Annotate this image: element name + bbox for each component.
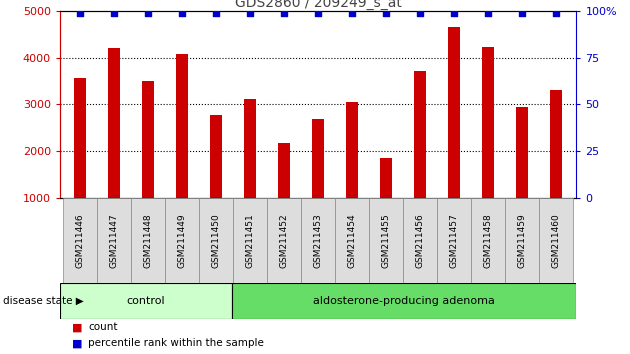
Bar [471,198,505,283]
Text: GSM211459: GSM211459 [518,213,527,268]
Point [551,11,561,16]
Text: GSM211455: GSM211455 [382,213,391,268]
Point [211,11,221,16]
Text: GSM211449: GSM211449 [178,213,186,268]
Bar [301,198,335,283]
Point [381,11,391,16]
Point [143,11,153,16]
Bar [108,48,120,198]
Bar [210,115,222,198]
Text: ■: ■ [72,338,83,348]
Text: GSM211460: GSM211460 [551,213,561,268]
Text: control: control [127,296,165,306]
Text: disease state ▶: disease state ▶ [3,296,84,306]
Text: GSM211448: GSM211448 [144,213,152,268]
Bar [380,158,392,198]
Bar [437,198,471,283]
Point [177,11,187,16]
Bar [267,198,301,283]
Bar [63,198,97,283]
Bar [176,54,188,198]
Bar [550,90,562,198]
Point [449,11,459,16]
Bar [448,27,460,198]
Point [517,11,527,16]
Text: GSM211451: GSM211451 [246,213,255,268]
Text: aldosterone-producing adenoma: aldosterone-producing adenoma [313,296,495,306]
Point [109,11,119,16]
Bar [482,47,494,198]
Text: GSM211457: GSM211457 [450,213,459,268]
Title: GDS2860 / 209249_s_at: GDS2860 / 209249_s_at [235,0,401,10]
Bar [346,102,358,198]
Bar [74,78,86,198]
Point [313,11,323,16]
Bar [278,143,290,198]
Text: GSM211446: GSM211446 [76,213,85,268]
Bar [414,71,426,198]
Bar [505,198,539,283]
Text: GSM211452: GSM211452 [280,213,289,268]
Text: ■: ■ [72,322,83,332]
Point [347,11,357,16]
Bar [165,198,199,283]
Text: count: count [88,322,118,332]
Bar [232,283,576,319]
Text: GSM211458: GSM211458 [484,213,493,268]
Bar [369,198,403,283]
Text: GSM211454: GSM211454 [348,213,357,268]
Text: GSM211447: GSM211447 [110,213,118,268]
Point [279,11,289,16]
Bar [312,119,324,198]
Text: percentile rank within the sample: percentile rank within the sample [88,338,264,348]
Bar [335,198,369,283]
Bar [244,99,256,198]
Bar [539,198,573,283]
Text: GSM211453: GSM211453 [314,213,323,268]
Bar [199,198,233,283]
Bar [131,198,165,283]
Point [483,11,493,16]
Point [75,11,85,16]
Bar [142,80,154,198]
Bar [516,107,528,198]
Text: GSM211450: GSM211450 [212,213,220,268]
Bar [97,198,131,283]
Bar [403,198,437,283]
Point [245,11,255,16]
Bar [60,283,232,319]
Point [415,11,425,16]
Bar [233,198,267,283]
Text: GSM211456: GSM211456 [416,213,425,268]
